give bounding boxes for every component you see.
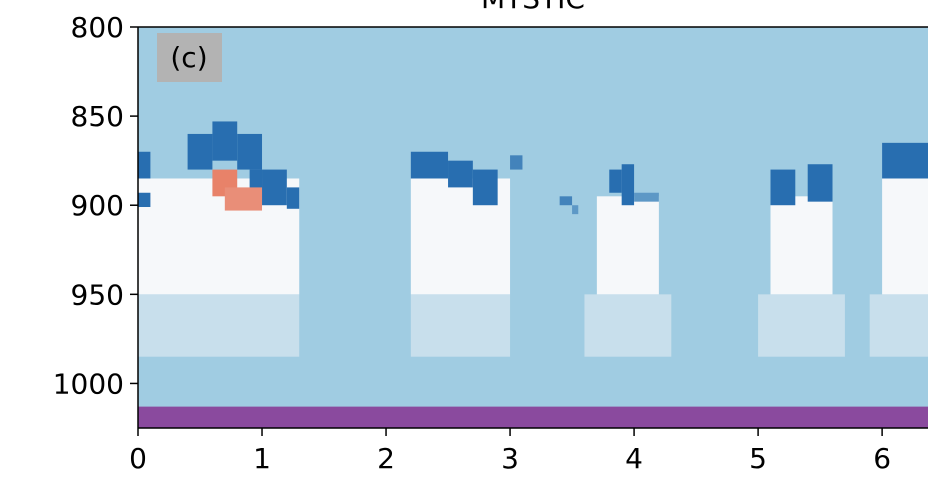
heatmap-cell (510, 155, 523, 170)
chart-title: MYSTIC (481, 0, 585, 15)
heatmap-cell (869, 294, 928, 357)
annotation-box (157, 33, 222, 82)
y-tick-label: 800 (71, 11, 124, 44)
heatmap-cell (448, 160, 473, 188)
surface-band (138, 406, 928, 428)
heatmap-cell (559, 196, 573, 206)
heatmap-cell (472, 169, 498, 206)
annotation: (c) (170, 41, 207, 74)
heatmap-cell (237, 133, 263, 170)
heatmap-cell (138, 192, 151, 208)
heatmap-cell (609, 169, 622, 193)
heatmap-cell (634, 192, 659, 202)
x-tick-label: 6 (873, 442, 891, 475)
heatmap-cell (758, 294, 845, 357)
heatmap-cell (770, 196, 833, 295)
heatmap-cell (410, 151, 449, 179)
heatmap-cell (572, 205, 579, 215)
heatmap-cell (621, 164, 635, 206)
y-tick-label: 1000 (53, 367, 124, 400)
x-tick-label: 4 (625, 442, 643, 475)
x-tick-label: 0 (129, 442, 147, 475)
heatmap-cell (224, 187, 263, 211)
x-tick-label: 3 (501, 442, 519, 475)
y-tick-label: 900 (71, 189, 124, 222)
heatmap-cell (212, 121, 238, 161)
heatmap-cell (882, 178, 928, 295)
heatmap-cell (138, 151, 151, 179)
heatmap-cell (262, 169, 287, 206)
heatmap-cell (410, 294, 511, 357)
heatmap-cell (138, 294, 300, 357)
x-tick-label: 5 (749, 442, 767, 475)
heatmap-cell (596, 196, 659, 295)
heatmap-cell (807, 164, 833, 202)
heatmap-cell (584, 294, 672, 357)
heatmap-cell (882, 142, 928, 179)
y-tick-label: 950 (71, 278, 124, 311)
heatmap-cell (286, 187, 300, 209)
heatmap-cell (187, 133, 213, 170)
x-tick-label: 1 (253, 442, 271, 475)
x-tick-label: 2 (377, 442, 395, 475)
heatmap-cell (770, 169, 796, 206)
y-tick-label: 850 (71, 100, 124, 133)
